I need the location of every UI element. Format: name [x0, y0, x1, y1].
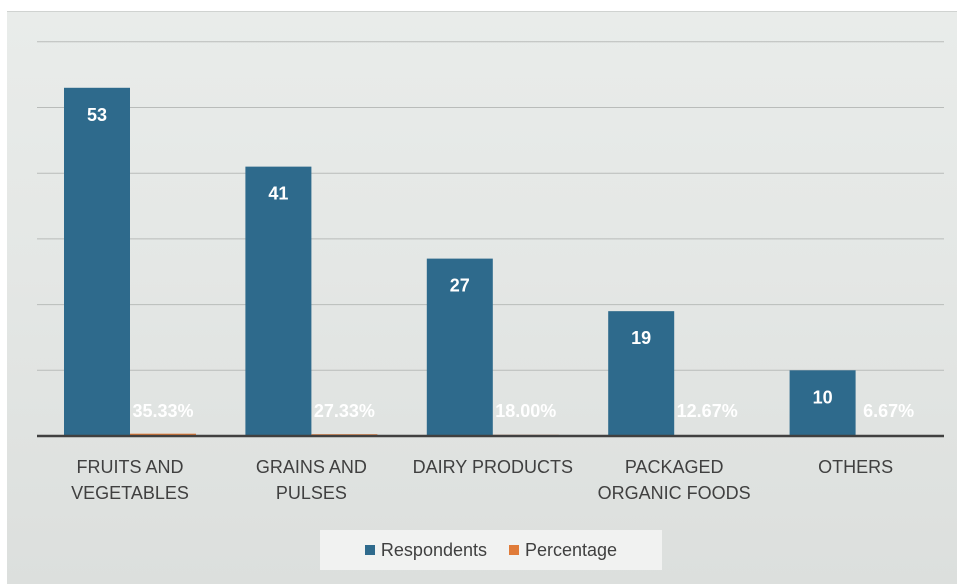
x-axis-tick-label: FRUITS AND VEGETABLES	[71, 457, 189, 503]
data-label-percentage: 35.33%	[132, 401, 193, 421]
legend-label-percentage: Percentage	[525, 539, 618, 560]
x-axis-tick-label: PACKAGED ORGANIC FOODS	[597, 457, 751, 503]
legend-swatch-percentage	[509, 545, 519, 555]
x-axis-tick-label: GRAINS AND PULSES	[255, 457, 367, 503]
data-label-percentage: 27.33%	[314, 401, 375, 421]
data-label-respondents: 53	[87, 105, 107, 125]
bar-respondents	[608, 311, 675, 436]
bars	[64, 87, 922, 436]
data-label-respondents: 19	[631, 328, 651, 348]
legend-swatch-respondents	[364, 545, 375, 555]
data-label-percentage: 12.67%	[677, 401, 738, 421]
data-label-respondents: 27	[450, 276, 470, 296]
legend-label-respondents: Respondents	[380, 539, 487, 560]
x-axis-tick-label: DAIRY PRODUCTS	[412, 457, 573, 477]
bar-respondents	[789, 370, 856, 436]
legend: Respondents Percentage	[320, 530, 662, 570]
legend-item-percentage: Percentage	[509, 540, 617, 561]
x-axis-tick-label: OTHERS	[818, 457, 894, 477]
data-label-percentage: 6.67%	[863, 401, 914, 421]
data-label-respondents: 10	[813, 387, 833, 407]
data-labels: 53 35.33% 41 27.33% 27 18.00% 19 12.67% 10 6.67%	[87, 105, 914, 421]
data-label-respondents: 41	[268, 184, 288, 204]
bar-respondents	[245, 166, 312, 436]
bar-respondents	[64, 87, 130, 436]
legend-item-respondents: Respondents	[364, 539, 487, 561]
bar-respondents	[426, 258, 493, 436]
data-label-percentage: 18.00%	[495, 401, 556, 421]
